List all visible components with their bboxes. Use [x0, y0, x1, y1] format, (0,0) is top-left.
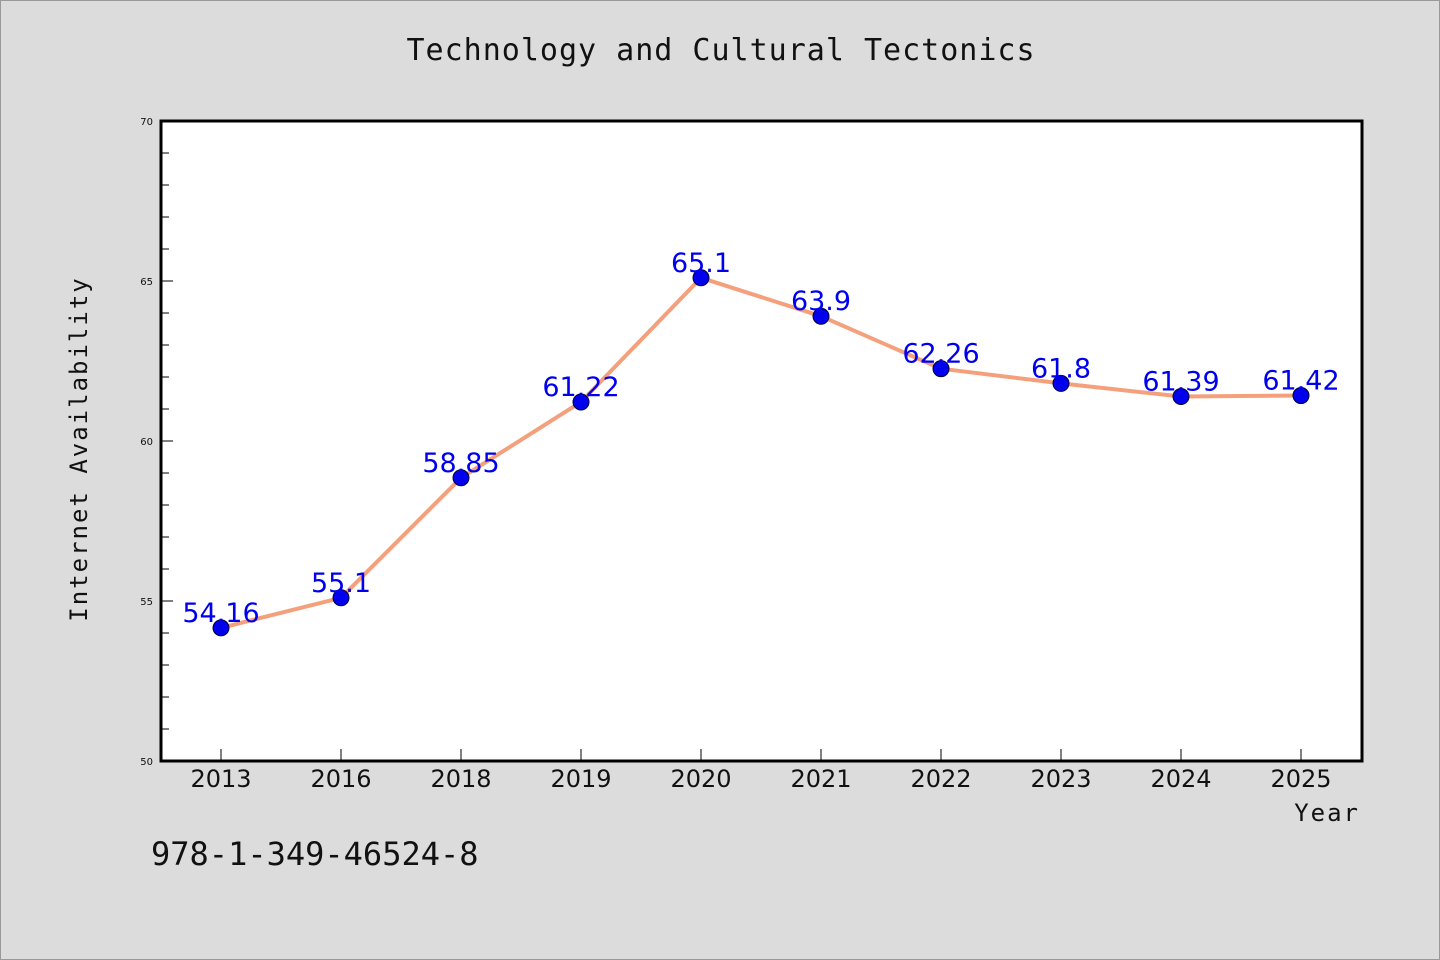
- series-line: [220, 275, 1302, 630]
- x-axis: 2013 2016 2018 2019 2020 2021 2022 2023 2024 2025: [190, 749, 1332, 793]
- x-tick-label: 2023: [1030, 765, 1091, 793]
- data-point-marker: [692, 269, 710, 287]
- y-tick-label: 60: [140, 437, 153, 448]
- data-point-marker: [332, 589, 350, 607]
- data-labels: 54.16 55.1 58.85 61.22 65.1 63.9 62.26 61.8 61.3…: [182, 248, 1339, 629]
- x-tick-label: 2018: [430, 765, 491, 793]
- x-tick-label: 2016: [310, 765, 371, 793]
- x-tick-label: 2019: [550, 765, 611, 793]
- y-axis-label: Internet Availability: [65, 276, 93, 621]
- x-tick-label: 2024: [1150, 765, 1211, 793]
- y-tick-label: 65: [140, 277, 153, 288]
- x-tick-label: 2025: [1270, 765, 1331, 793]
- x-tick-label: 2021: [790, 765, 851, 793]
- data-point-marker: [932, 360, 950, 378]
- x-tick-label: 2020: [670, 765, 731, 793]
- data-label: 61.39: [1142, 367, 1219, 398]
- data-point-marker: [812, 307, 830, 325]
- isbn-footnote: 978-1-349-46524-8: [151, 835, 479, 873]
- x-tick-label: 2022: [910, 765, 971, 793]
- data-label: 65.1: [671, 248, 731, 279]
- y-axis: 50 55 60 65 70: [140, 117, 173, 768]
- data-label: 63.9: [791, 286, 851, 317]
- chart-title: Technology and Cultural Tectonics: [406, 33, 1036, 68]
- data-point-marker: [1172, 388, 1190, 406]
- x-tick-label: 2013: [190, 765, 251, 793]
- data-label: 62.26: [902, 339, 979, 370]
- data-point-marker: [572, 393, 590, 411]
- plot-area: [159, 119, 1364, 763]
- data-label: 58.85: [422, 448, 499, 479]
- data-point-marker: [1052, 374, 1070, 392]
- series-markers: [212, 269, 1310, 637]
- x-axis-label: Year: [1294, 799, 1360, 827]
- data-label: 61.8: [1031, 353, 1091, 384]
- data-label: 55.1: [311, 568, 371, 599]
- data-label: 54.16: [182, 598, 259, 629]
- data-point-marker: [212, 619, 230, 637]
- data-label: 61.22: [542, 372, 619, 403]
- y-tick-label: 70: [140, 117, 153, 128]
- y-tick-label: 55: [140, 597, 153, 608]
- data-point-marker: [452, 469, 470, 487]
- data-point-marker: [1292, 387, 1310, 405]
- data-label: 61.42: [1262, 366, 1339, 397]
- y-tick-label: 50: [140, 757, 153, 768]
